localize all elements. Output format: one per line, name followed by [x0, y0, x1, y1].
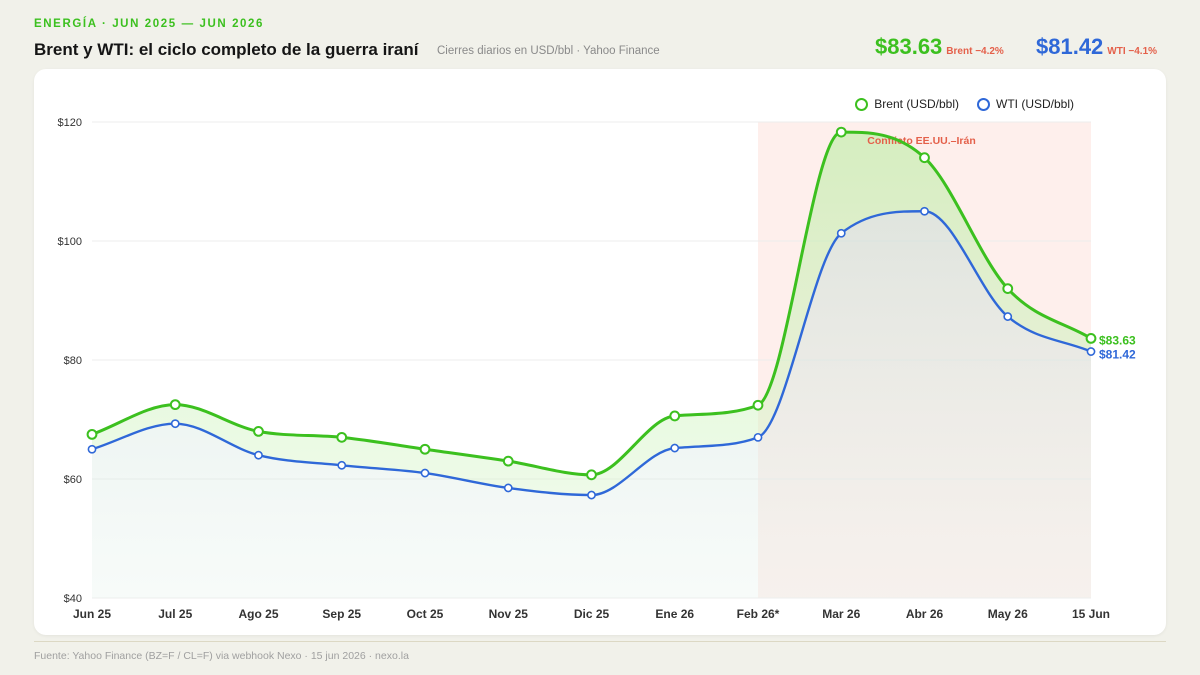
x-tick-label: Ago 25: [238, 607, 278, 621]
x-tick-label: Oct 25: [407, 607, 444, 621]
x-tick-label: Mar 26: [822, 607, 860, 621]
y-tick-label: $100: [58, 236, 82, 248]
x-tick-label: Sep 25: [322, 607, 361, 621]
wti-point: [170, 419, 180, 429]
brent-point: [669, 410, 681, 422]
brent-point: [835, 126, 847, 138]
x-tick-label: Feb 26*: [737, 607, 780, 621]
brent-price-block: $83.63 Brent −4.2%: [875, 34, 1004, 60]
wti-point: [87, 444, 97, 454]
brent-point: [586, 469, 597, 481]
brent-change: Brent −4.2%: [946, 46, 1004, 57]
wti-point: [836, 228, 846, 238]
wti-point: [587, 490, 596, 500]
wti-point: [1086, 347, 1096, 356]
y-tick-label: $60: [64, 474, 82, 486]
y-tick-label: $120: [58, 117, 82, 129]
brent-point: [502, 455, 514, 467]
line-chart: $40 $60 $80 $100 $120 Jun 25 Jul 25 Ago 25 Sep 2…: [58, 117, 1137, 621]
legend-item-brent: Brent (USD/bbl): [855, 97, 959, 111]
wti-price: $81.42: [1036, 34, 1104, 59]
wti-point: [337, 460, 347, 470]
wti-point: [920, 206, 929, 216]
wti-point: [1003, 312, 1013, 321]
brent-wti-spread: [92, 132, 1091, 496]
legend-label-brent: Brent (USD/bbl): [874, 97, 959, 111]
chart-subtitle: Cierres diarios en USD/bbl · Yahoo Finan…: [437, 45, 660, 57]
x-tick-label: Nov 25: [489, 607, 529, 621]
y-tick-label: $80: [64, 355, 82, 367]
wti-end-label: $81.42: [1099, 348, 1136, 362]
x-tick-label: May 26: [988, 607, 1028, 621]
x-tick-label: Abr 26: [906, 607, 944, 621]
brent-point: [752, 399, 764, 411]
wti-point: [670, 443, 680, 453]
chart-legend: Brent (USD/bbl) WTI (USD/bbl): [855, 97, 1074, 111]
brent-end-label: $83.63: [1099, 333, 1136, 347]
footer-divider: [34, 641, 1166, 642]
brent-point: [169, 399, 181, 411]
source-note: Fuente: Yahoo Finance (BZ=F / CL=F) via …: [34, 650, 409, 662]
header-kicker: ENERGÍA · JUN 2025 — JUN 2026: [34, 18, 265, 30]
legend-marker-wti: [977, 97, 990, 111]
brent-point: [1002, 283, 1014, 295]
legend-label-wti: WTI (USD/bbl): [996, 97, 1074, 111]
wti-change: WTI −4.1%: [1107, 46, 1158, 57]
wti-price-block: $81.42 WTI −4.1%: [1036, 34, 1157, 60]
brent-point: [253, 426, 264, 437]
y-tick-label: $40: [64, 593, 82, 605]
brent-point: [919, 152, 930, 164]
x-tick-label: Ene 26: [655, 607, 694, 621]
wti-point: [420, 468, 430, 478]
chart-title: Brent y WTI: el ciclo completo de la gue…: [34, 40, 419, 59]
chart-card: $40 $60 $80 $100 $120 Jun 25 Jul 25 Ago 25 Sep 2…: [34, 69, 1166, 635]
wti-point: [254, 450, 263, 460]
brent-point: [336, 431, 348, 443]
x-tick-label: Jun 25: [73, 607, 111, 621]
wti-area: [92, 211, 1091, 598]
wti-point: [503, 483, 513, 493]
brent-price: $83.63: [875, 34, 943, 59]
x-tick-label: Dic 25: [574, 607, 610, 621]
brent-line: [91, 130, 1092, 477]
brent-point: [86, 428, 98, 440]
wti-point: [753, 432, 763, 442]
legend-marker-brent: [855, 97, 869, 111]
x-tick-label: 15 Jun: [1072, 607, 1110, 621]
legend-item-wti: WTI (USD/bbl): [977, 97, 1074, 111]
brent-point: [419, 443, 431, 455]
brent-point: [1085, 333, 1097, 344]
x-tick-label: Jul 25: [158, 607, 192, 621]
